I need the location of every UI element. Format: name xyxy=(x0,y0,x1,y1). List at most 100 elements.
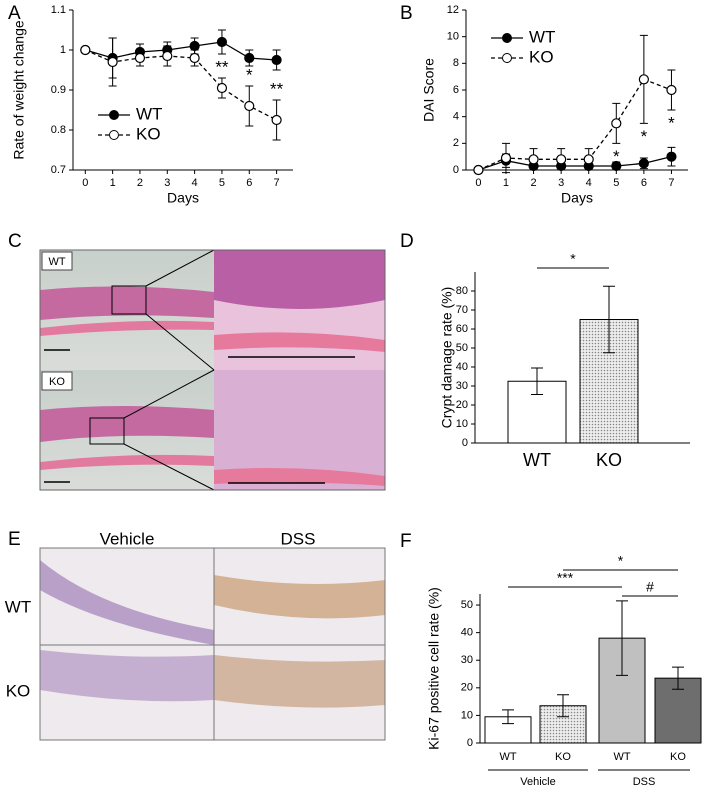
annotation: *** xyxy=(557,570,574,586)
y-tick-label: 10 xyxy=(447,31,459,43)
y-tick-label: 10 xyxy=(456,418,468,430)
x-tick-label: 6 xyxy=(246,177,252,189)
y-tick-label: 80 xyxy=(456,285,468,297)
tissue xyxy=(214,655,385,708)
y-tick-label: 0 xyxy=(453,164,459,176)
marker xyxy=(666,84,677,96)
x-tick-label: 3 xyxy=(558,177,564,189)
tissue xyxy=(214,250,385,309)
y-axis-label: Ki-67 positive cell rate (%) xyxy=(426,587,442,750)
x-tick-label: WT xyxy=(499,751,516,763)
legend-label: KO xyxy=(136,124,161,143)
row-label: KO xyxy=(6,681,31,700)
marker xyxy=(189,52,200,64)
y-axis-label: DAI Score xyxy=(421,58,437,122)
error-bar xyxy=(502,709,514,725)
tissue xyxy=(40,650,214,702)
panel-letter: D xyxy=(400,231,414,252)
x-tick-label: 4 xyxy=(586,177,592,189)
zoom-box xyxy=(111,285,147,315)
marker xyxy=(271,114,282,126)
y-tick-label: 4 xyxy=(453,111,459,123)
y-tick-label: 40 xyxy=(461,627,473,639)
y-axis-label: Rate of weight change xyxy=(11,20,27,160)
marker xyxy=(611,118,622,129)
x-tick-label: 1 xyxy=(110,177,116,189)
tissue xyxy=(214,575,385,619)
x-tick-label: KO xyxy=(555,751,571,763)
marker xyxy=(638,158,649,169)
y-tick-label: 12 xyxy=(447,4,459,16)
marker xyxy=(107,56,118,68)
legend-label: KO xyxy=(529,47,554,66)
y-tick-label: 30 xyxy=(461,654,473,666)
tissue xyxy=(40,406,214,442)
x-tick-label: 1 xyxy=(503,177,509,189)
annotation: * xyxy=(668,113,675,132)
marker xyxy=(189,40,200,52)
x-tick-label: WT xyxy=(523,450,551,470)
marker xyxy=(611,160,622,172)
annotation: * xyxy=(570,251,576,267)
marker xyxy=(216,82,228,94)
x-tick-label: 7 xyxy=(668,177,674,189)
y-tick-label: 0 xyxy=(467,737,473,749)
zoom-line xyxy=(123,369,215,419)
tissue xyxy=(40,320,214,336)
legend-marker xyxy=(502,33,512,43)
y-tick-label: 2 xyxy=(453,137,459,149)
bar xyxy=(654,677,702,744)
row-label: WT xyxy=(5,597,31,616)
error-bar xyxy=(603,285,615,354)
y-tick-label: 30 xyxy=(456,380,468,392)
tissue xyxy=(40,454,214,470)
frame xyxy=(39,547,386,741)
column-label: DSS xyxy=(281,529,316,548)
marker xyxy=(473,164,484,176)
y-tick-label: 20 xyxy=(461,682,473,694)
x-tick-label: 0 xyxy=(82,177,88,189)
y-tick-label: 8 xyxy=(453,57,459,69)
marker xyxy=(528,154,539,165)
legend-marker xyxy=(109,130,119,140)
marker xyxy=(638,74,649,85)
marker xyxy=(244,52,255,64)
marker xyxy=(80,44,91,56)
column-label: Vehicle xyxy=(100,529,155,548)
y-axis-label: Crypt damage rate (%) xyxy=(439,287,455,429)
panel-letter: E xyxy=(8,529,21,550)
y-tick-label: 0 xyxy=(462,437,468,449)
panel-letter: F xyxy=(400,531,412,552)
zoom-box xyxy=(89,417,125,445)
x-tick-label: KO xyxy=(670,751,686,763)
y-tick-label: 1 xyxy=(60,44,66,56)
x-tick-label: 3 xyxy=(164,177,170,189)
series-line xyxy=(85,49,277,121)
legend-marker xyxy=(109,110,119,120)
x-tick-label: 5 xyxy=(613,177,619,189)
panel-letter: C xyxy=(8,231,22,252)
label-box xyxy=(41,251,73,271)
tissue xyxy=(214,468,385,486)
legend-label: WT xyxy=(136,104,162,123)
series-line xyxy=(478,78,672,171)
legend-label: WT xyxy=(529,27,555,46)
error-bar xyxy=(557,694,569,718)
error-bar xyxy=(531,367,543,396)
y-tick-label: 70 xyxy=(456,304,468,316)
y-tick-label: 1.1 xyxy=(51,4,66,16)
tissue xyxy=(40,286,214,320)
image-label: KO xyxy=(49,376,65,388)
x-tick-label: 6 xyxy=(641,177,647,189)
annotation: * xyxy=(246,65,253,84)
tissue xyxy=(214,332,385,352)
y-tick-label: 0.9 xyxy=(51,84,66,96)
panel-letter: A xyxy=(8,3,21,24)
y-tick-label: 20 xyxy=(456,399,468,411)
error-bar xyxy=(616,600,628,676)
marker xyxy=(162,50,173,62)
marker xyxy=(583,154,594,165)
x-tick-label: WT xyxy=(613,751,630,763)
tissue xyxy=(40,560,214,645)
